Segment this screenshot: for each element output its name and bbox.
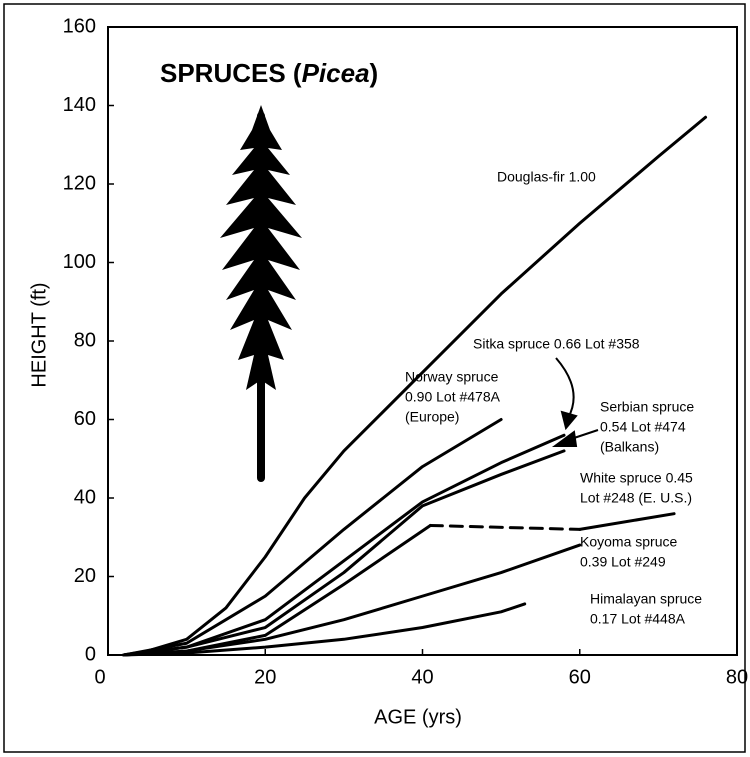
series-line <box>122 433 566 657</box>
page-frame <box>3 3 746 753</box>
x-tick-label: 20 <box>254 666 276 688</box>
y-tick-label: 100 <box>63 251 96 273</box>
arrows <box>551 357 599 447</box>
series-label: 0.39 Lot #249 <box>580 554 666 570</box>
title-part: Picea <box>302 58 370 88</box>
y-tick-label: 40 <box>74 486 96 508</box>
series-label: 0.17 Lot #448A <box>590 611 686 627</box>
y-axis-label: HEIGHT (ft) <box>28 282 50 387</box>
y-tick-label: 0 <box>85 643 96 665</box>
series-line <box>122 602 527 657</box>
series-line <box>428 523 582 531</box>
chart-title: SPRUCES (Picea) <box>160 58 378 88</box>
series-label: (Europe) <box>405 409 459 425</box>
title-part: SPRUCES ( <box>160 58 302 88</box>
series-label: 0.90 Lot #478A <box>405 389 501 405</box>
series-label: (Balkans) <box>600 439 659 455</box>
series-label: Lot #248 (E. U.S.) <box>580 490 692 506</box>
series-label: Koyoma spruce <box>580 534 677 550</box>
series-label: Norway spruce <box>405 369 499 385</box>
series-line <box>122 449 566 657</box>
x-tick-label: 60 <box>569 666 591 688</box>
y-tick-label: 60 <box>74 408 96 430</box>
series-label: Sitka spruce 0.66 Lot #358 <box>473 336 640 352</box>
y-tick-label: 160 <box>63 15 96 37</box>
series-label: Serbian spruce <box>600 399 694 415</box>
x-tick-label: 40 <box>411 666 433 688</box>
series-line <box>578 512 676 531</box>
series-label: Himalayan spruce <box>590 591 702 607</box>
tree-icon <box>220 105 302 482</box>
series-line <box>122 543 582 657</box>
y-tick-label: 20 <box>74 565 96 587</box>
series-line <box>122 418 503 657</box>
x-tick-label: 80 <box>726 666 748 688</box>
series-line <box>122 115 708 657</box>
y-tick-label: 140 <box>63 94 96 116</box>
title-part: ) <box>370 58 379 88</box>
series-label: 0.54 Lot #474 <box>600 419 686 435</box>
series-label: White spruce 0.45 <box>580 470 693 486</box>
series-label: Douglas-fir 1.00 <box>497 169 596 185</box>
y-tick-label: 120 <box>63 172 96 194</box>
x-tick-label: 0 <box>94 666 105 688</box>
x-axis-label: AGE (yrs) <box>374 706 462 728</box>
y-tick-label: 80 <box>74 329 96 351</box>
